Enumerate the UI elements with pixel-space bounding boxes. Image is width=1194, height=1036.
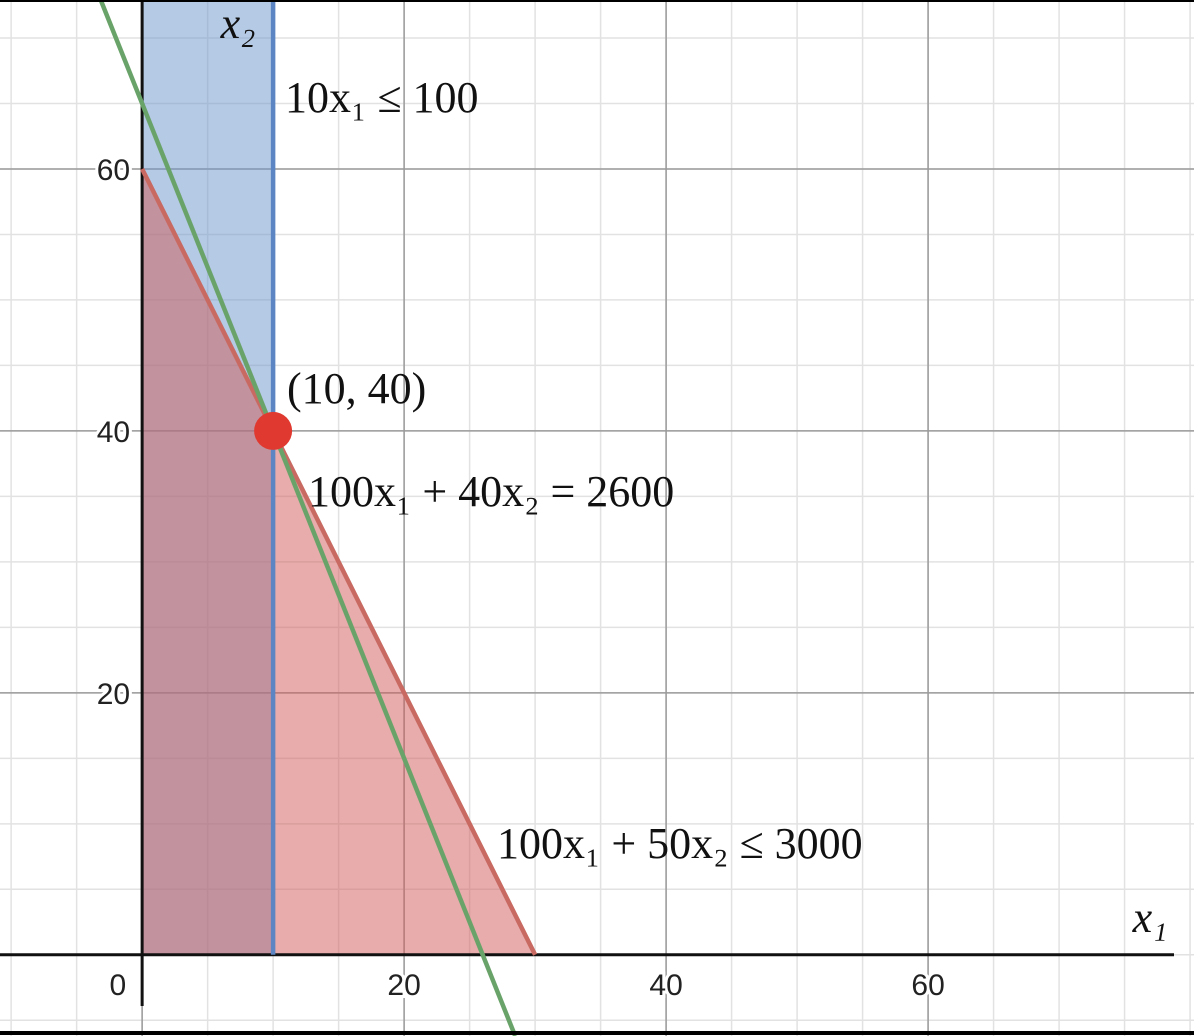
axes	[0, 0, 1174, 1006]
x-axis-label: x₁	[1132, 893, 1168, 942]
x-tick-label: 20	[387, 969, 420, 1002]
constraint-line	[140, 167, 538, 956]
optimal-point	[254, 411, 293, 450]
x-tick-label: 40	[649, 969, 682, 1002]
y-tick-label: 40	[97, 416, 130, 449]
y-tick-label: 20	[97, 678, 130, 711]
x-tick-label: 60	[911, 969, 944, 1002]
x-tick-label: 0	[109, 969, 126, 1002]
lines	[98, 0, 538, 1036]
y-axis-label: x₂	[220, 0, 256, 48]
annotation: 100x₁ + 40x₂ = 2600	[308, 467, 674, 516]
y-tick-label: 60	[97, 154, 130, 187]
labels: 0 20 40 60 20 40 60 x₂ x₁ 10x₁ ≤ 100 (10, 40) 100x₁…	[94, 0, 1168, 1005]
annotation: 100x₁ + 50x₂ ≤ 3000	[497, 819, 863, 868]
constraint-line	[98, 0, 518, 1036]
annotation: (10, 40)	[287, 364, 426, 413]
annotation: 10x₁ ≤ 100	[285, 73, 479, 122]
